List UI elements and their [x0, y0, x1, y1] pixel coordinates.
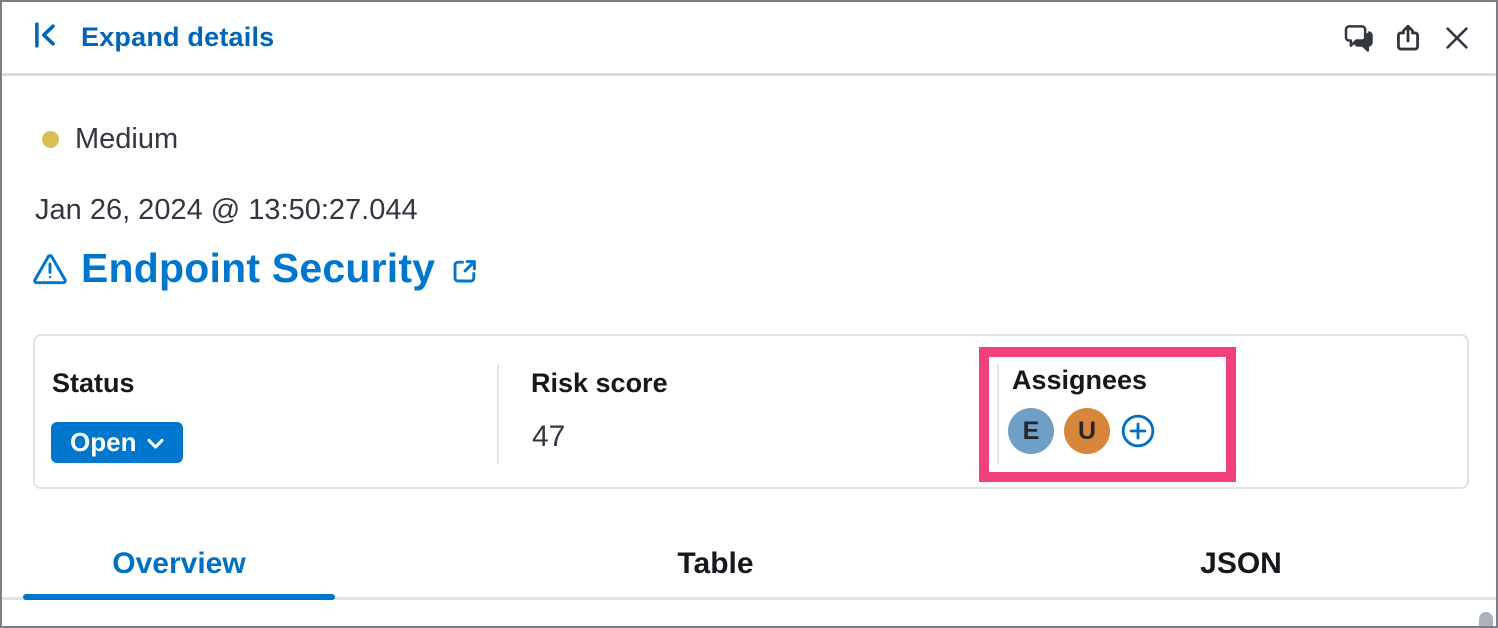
tab-overview[interactable]: Overview [23, 530, 335, 600]
assignees-field-label: Assignees [1012, 365, 1148, 395]
expand-details-button[interactable]: Expand details [32, 20, 274, 55]
status-field-label: Status [52, 368, 135, 398]
alert-status-dropdown[interactable]: Open [51, 422, 184, 463]
divider [997, 364, 999, 464]
external-link-icon [449, 256, 480, 287]
flyout-header: Expand details [2, 2, 1496, 76]
assignees-avatars: E U [1008, 408, 1156, 454]
expand-details-label: Expand details [81, 22, 275, 52]
vertical-scrollbar-thumb[interactable] [1479, 612, 1493, 626]
alert-title: Endpoint Security [81, 245, 436, 291]
share-icon[interactable] [1393, 23, 1423, 53]
chevron-down-icon [147, 438, 164, 450]
risk-score-value: 47 [532, 420, 566, 453]
header-actions [1344, 23, 1472, 53]
severity-dot-icon [42, 131, 59, 148]
close-icon[interactable] [1442, 23, 1472, 53]
alert-title-row: Endpoint Security [32, 245, 480, 292]
tab-json[interactable]: JSON [1200, 546, 1282, 580]
arrow-start-icon [32, 20, 62, 55]
divider [497, 364, 499, 464]
risk-score-field-label: Risk score [531, 368, 668, 398]
severity-label: Medium [75, 123, 179, 155]
tab-table[interactable]: Table [677, 546, 754, 580]
alert-summary-panel: Status Open Risk score 47 Assignees E U [33, 334, 1469, 489]
assignee-avatar: U [1064, 408, 1110, 454]
severity-row: Medium [42, 123, 178, 156]
warning-icon [32, 252, 68, 285]
status-value: Open [70, 427, 137, 457]
assignee-avatar: E [1008, 408, 1054, 454]
alert-title-link[interactable]: Endpoint Security [81, 245, 480, 292]
comments-button[interactable] [1344, 23, 1374, 53]
alert-timestamp: Jan 26, 2024 @ 13:50:27.044 [35, 194, 418, 226]
add-assignee-button[interactable] [1120, 413, 1156, 449]
flyout-tabs: Overview Table JSON [2, 530, 1496, 600]
